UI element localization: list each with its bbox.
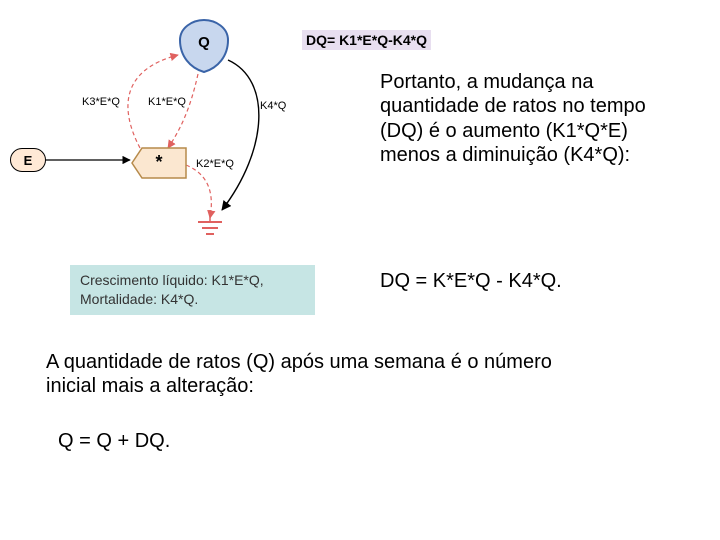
star-node-label: * <box>130 146 188 178</box>
caption-line1: Crescimento líquido: K1*E*Q, <box>80 271 305 290</box>
label-k3eq: K3*E*Q <box>82 96 120 108</box>
caption-line2: Mortalidade: K4*Q. <box>80 290 305 309</box>
e-node: E <box>10 148 46 172</box>
q-node-label: Q <box>176 18 232 66</box>
label-k2eq: K2*E*Q <box>196 158 234 170</box>
paragraph-1: Portanto, a mudança na quantidade de rat… <box>380 70 680 168</box>
label-k1eq: K1*E*Q <box>148 96 186 108</box>
q-node: Q <box>176 18 232 74</box>
ground-symbol <box>198 210 222 234</box>
e-node-label: E <box>24 153 33 168</box>
equation-2: Q = Q + DQ. <box>58 430 170 453</box>
diagram: E Q * K3*E*Q K1*E*Q K4*Q K2*E*Q <box>0 0 340 260</box>
caption-box: Crescimento líquido: K1*E*Q, Mortalidade… <box>70 265 315 315</box>
diagram-svg <box>0 0 340 260</box>
star-node: * <box>130 146 184 176</box>
equation-1: DQ = K*E*Q - K4*Q. <box>380 270 562 293</box>
label-k4q: K4*Q <box>260 100 286 112</box>
paragraph-2: A quantidade de ratos (Q) após uma seman… <box>46 350 606 399</box>
